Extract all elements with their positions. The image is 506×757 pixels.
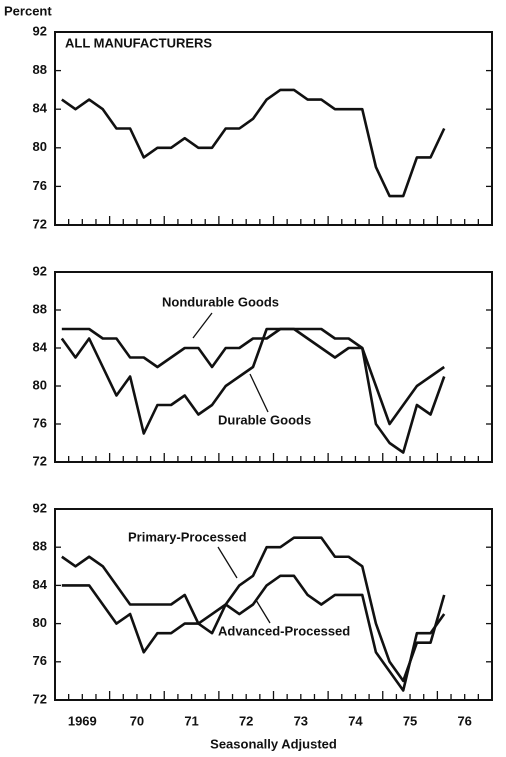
x-tick-label: 76 [457,713,471,728]
x-axis-label: Seasonally Adjusted [210,736,337,751]
panel-title: ALL MANUFACTURERS [65,35,212,50]
x-tick-label: 74 [348,713,363,728]
series-label: Primary-Processed [128,529,247,544]
annotation-arrow [217,546,238,579]
y-tick-label: 92 [33,500,47,515]
series-label: Nondurable Goods [162,294,279,309]
y-tick-label: 80 [33,139,47,154]
y-axis-label: Percent [4,3,52,18]
y-tick-label: 88 [33,62,47,77]
y-tick-label: 72 [33,453,47,468]
x-tick-label: 73 [294,713,308,728]
data-line [61,327,445,426]
data-line [61,88,446,198]
series-label: Advanced-Processed [218,623,350,638]
y-tick-label: 92 [33,23,47,38]
y-tick-label: 92 [33,263,47,278]
series-label: Durable Goods [218,412,311,427]
y-tick-label: 76 [33,415,47,430]
y-tick-label: 84 [33,577,48,592]
y-tick-label: 72 [33,691,47,706]
y-tick-label: 80 [33,615,47,630]
x-tick-label: 70 [130,713,144,728]
y-tick-label: 88 [33,301,47,316]
annotation-arrow [255,599,271,624]
x-tick-label: 75 [403,713,417,728]
data-line [61,536,446,683]
y-tick-label: 72 [33,216,47,231]
annotation-arrow [192,312,213,339]
y-tick-label: 84 [33,101,48,116]
y-tick-label: 76 [33,653,47,668]
y-tick-label: 84 [33,339,48,354]
y-tick-label: 88 [33,539,47,554]
data-line [61,574,446,692]
data-line [60,327,446,454]
x-tick-label: 71 [184,713,198,728]
y-tick-label: 76 [33,178,47,193]
y-tick-label: 80 [33,377,47,392]
annotation-arrow [249,373,269,413]
plot-frame [54,508,493,701]
x-tick-label: 72 [239,713,253,728]
x-tick-label: 1969 [68,713,97,728]
